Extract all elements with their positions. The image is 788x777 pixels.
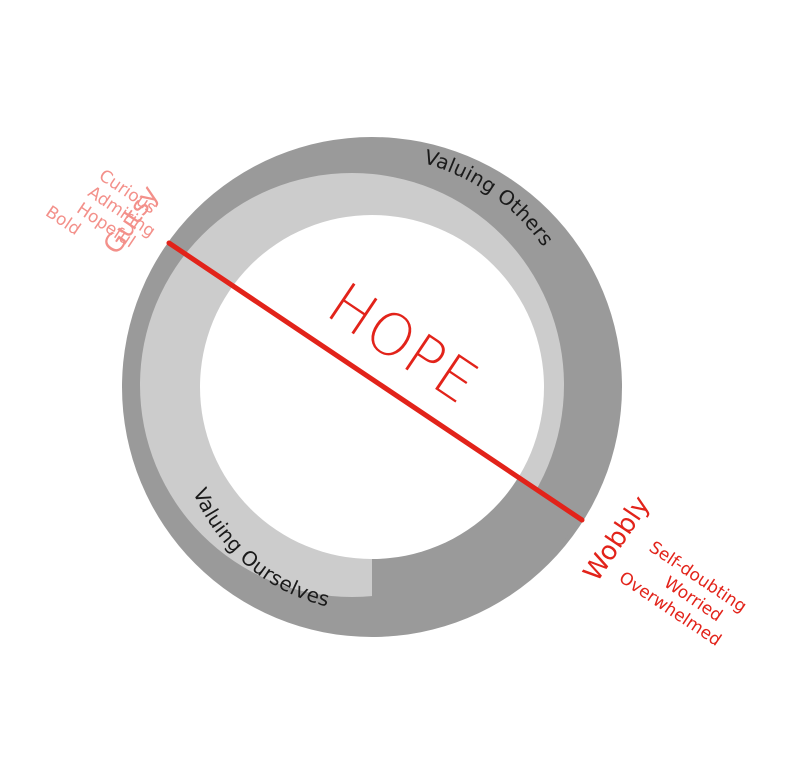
hope-line: [166, 240, 585, 523]
center-disc: [200, 215, 544, 559]
